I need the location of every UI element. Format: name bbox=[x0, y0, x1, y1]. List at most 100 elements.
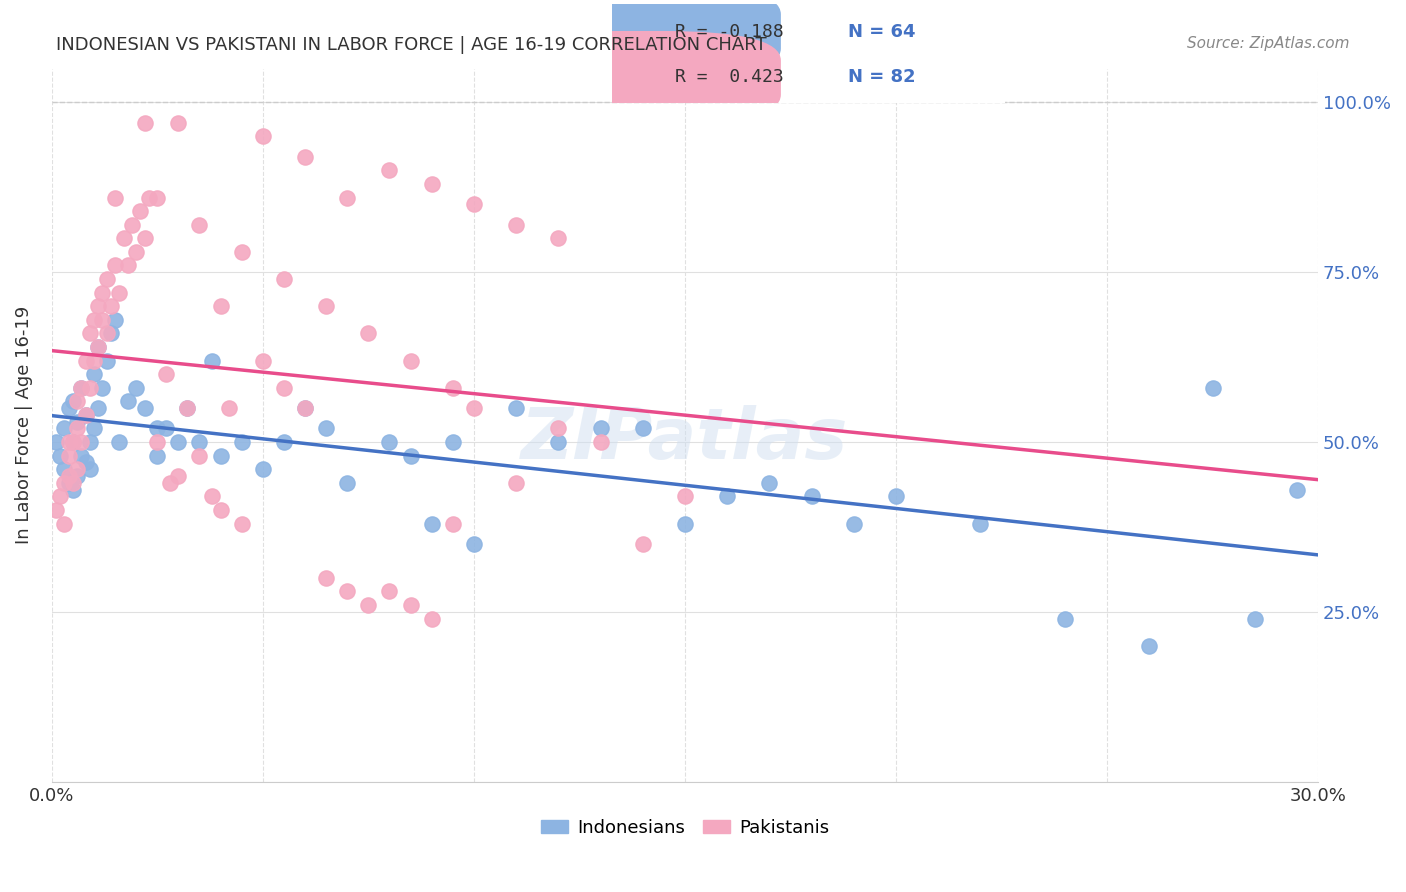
Point bbox=[441, 381, 464, 395]
Text: Source: ZipAtlas.com: Source: ZipAtlas.com bbox=[1187, 36, 1350, 51]
Point bbox=[70, 381, 93, 395]
Point bbox=[273, 381, 295, 395]
Point bbox=[294, 401, 316, 416]
Legend: Indonesians, Pakistanis: Indonesians, Pakistanis bbox=[534, 812, 837, 844]
Point bbox=[505, 218, 527, 232]
Point bbox=[121, 218, 143, 232]
Point bbox=[673, 516, 696, 531]
Point bbox=[58, 449, 80, 463]
Text: R =  0.423: R = 0.423 bbox=[675, 68, 783, 86]
Point bbox=[884, 490, 907, 504]
Point bbox=[800, 490, 823, 504]
Text: N = 82: N = 82 bbox=[848, 68, 915, 86]
Point bbox=[209, 299, 232, 313]
Point bbox=[231, 435, 253, 450]
Point bbox=[547, 231, 569, 245]
Y-axis label: In Labor Force | Age 16-19: In Labor Force | Age 16-19 bbox=[15, 306, 32, 544]
Point bbox=[378, 584, 401, 599]
Point bbox=[83, 367, 105, 381]
Point bbox=[399, 449, 422, 463]
Point bbox=[117, 394, 139, 409]
Point bbox=[378, 435, 401, 450]
Point bbox=[75, 353, 97, 368]
Point bbox=[463, 537, 485, 551]
Point bbox=[58, 475, 80, 490]
Point bbox=[155, 367, 177, 381]
Point bbox=[547, 421, 569, 435]
Text: INDONESIAN VS PAKISTANI IN LABOR FORCE | AGE 16-19 CORRELATION CHART: INDONESIAN VS PAKISTANI IN LABOR FORCE |… bbox=[56, 36, 766, 54]
Point bbox=[66, 394, 89, 409]
Point bbox=[83, 421, 105, 435]
Point bbox=[294, 401, 316, 416]
Point bbox=[188, 449, 211, 463]
Point bbox=[108, 285, 131, 300]
Point bbox=[146, 449, 169, 463]
FancyBboxPatch shape bbox=[505, 31, 780, 124]
Point bbox=[96, 272, 118, 286]
Point bbox=[176, 401, 198, 416]
Point bbox=[336, 584, 359, 599]
Point bbox=[294, 150, 316, 164]
Point bbox=[96, 326, 118, 341]
Point bbox=[315, 299, 337, 313]
Point bbox=[62, 435, 84, 450]
Point bbox=[589, 421, 612, 435]
Point bbox=[91, 285, 114, 300]
Point bbox=[167, 116, 190, 130]
Point bbox=[134, 116, 156, 130]
Point bbox=[53, 462, 76, 476]
Point bbox=[252, 462, 274, 476]
Point bbox=[273, 435, 295, 450]
Point bbox=[146, 435, 169, 450]
Point bbox=[134, 231, 156, 245]
Point bbox=[631, 421, 654, 435]
Point bbox=[66, 421, 89, 435]
Point bbox=[758, 475, 780, 490]
Point bbox=[1243, 612, 1265, 626]
Point bbox=[62, 483, 84, 497]
Point bbox=[1285, 483, 1308, 497]
Point bbox=[79, 435, 101, 450]
Point bbox=[91, 313, 114, 327]
Point bbox=[209, 449, 232, 463]
Point bbox=[231, 244, 253, 259]
Point bbox=[129, 204, 152, 219]
Point bbox=[49, 449, 72, 463]
Point bbox=[134, 401, 156, 416]
Point bbox=[53, 516, 76, 531]
Point bbox=[45, 503, 67, 517]
Point bbox=[969, 516, 991, 531]
Point bbox=[176, 401, 198, 416]
Point bbox=[104, 313, 127, 327]
Point bbox=[125, 244, 148, 259]
Point bbox=[104, 190, 127, 204]
Point bbox=[336, 190, 359, 204]
Point bbox=[53, 421, 76, 435]
Point bbox=[420, 516, 443, 531]
Point bbox=[100, 299, 122, 313]
Point bbox=[87, 401, 110, 416]
Point bbox=[104, 259, 127, 273]
Point bbox=[70, 449, 93, 463]
Point bbox=[463, 401, 485, 416]
Point bbox=[252, 129, 274, 144]
Point bbox=[167, 435, 190, 450]
Point bbox=[547, 435, 569, 450]
Point bbox=[315, 571, 337, 585]
Point bbox=[83, 353, 105, 368]
Text: ZIPatlas: ZIPatlas bbox=[522, 405, 849, 474]
Point bbox=[125, 381, 148, 395]
Text: R = -0.188: R = -0.188 bbox=[675, 23, 783, 41]
Point bbox=[1137, 639, 1160, 653]
Point bbox=[146, 421, 169, 435]
Point bbox=[49, 490, 72, 504]
Point bbox=[201, 490, 224, 504]
Point bbox=[66, 415, 89, 429]
Point bbox=[79, 381, 101, 395]
Point bbox=[159, 475, 181, 490]
Point bbox=[167, 469, 190, 483]
Point bbox=[218, 401, 240, 416]
Point bbox=[87, 299, 110, 313]
Point bbox=[117, 259, 139, 273]
Point bbox=[357, 598, 380, 612]
